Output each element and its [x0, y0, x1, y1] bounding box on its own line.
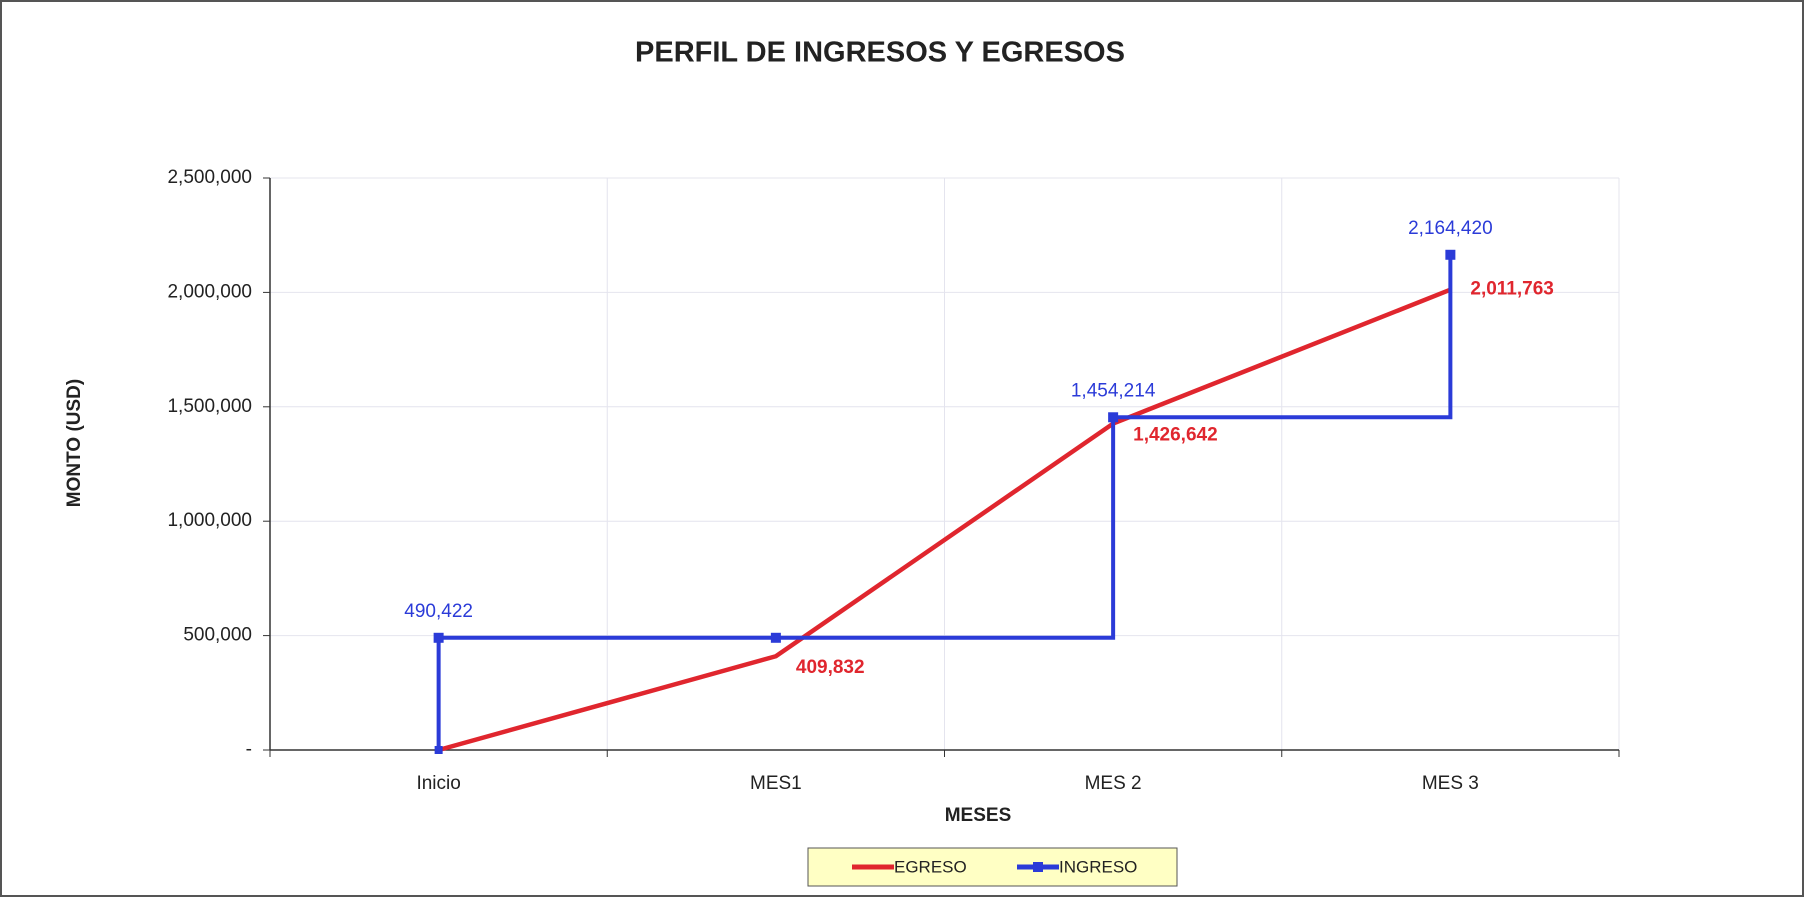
data-label: 2,011,763 [1470, 279, 1553, 300]
series-line [438, 287, 1452, 753]
data-label: 490,422 [404, 601, 473, 622]
chart-title: PERFIL DE INGRESOS Y EGRESOS [635, 37, 1125, 69]
y-tick-label: 2,500,000 [167, 167, 252, 188]
point [770, 632, 781, 643]
x-tick-label: MES1 [750, 773, 802, 794]
data-label: 1,426,642 [1133, 425, 1218, 446]
x-tick-label: MES 2 [1085, 773, 1142, 794]
data-label: 1,454,214 [1071, 380, 1156, 401]
point [1108, 412, 1119, 423]
legend-label: INGRESO [1059, 857, 1137, 876]
y-tick-label: 500,000 [183, 625, 252, 646]
legend-label: EGRESO [894, 857, 967, 876]
point [433, 632, 444, 643]
y-tick-label: - [246, 739, 252, 760]
point-base [434, 746, 443, 754]
y-tick-label: 1,500,000 [167, 396, 252, 417]
y-tick-label: 1,000,000 [167, 510, 252, 531]
legend-marker [1033, 862, 1043, 872]
point [1445, 249, 1456, 260]
y-axis-label: MONTO (USD) [64, 379, 85, 507]
data-label: 2,164,420 [1408, 218, 1493, 239]
x-tick-label: Inicio [416, 773, 460, 794]
x-axis-label: MESES [945, 805, 1012, 826]
x-tick-label: MES 3 [1422, 773, 1479, 794]
y-tick-label: 2,000,000 [167, 281, 252, 302]
data-label: 409,832 [796, 657, 865, 678]
